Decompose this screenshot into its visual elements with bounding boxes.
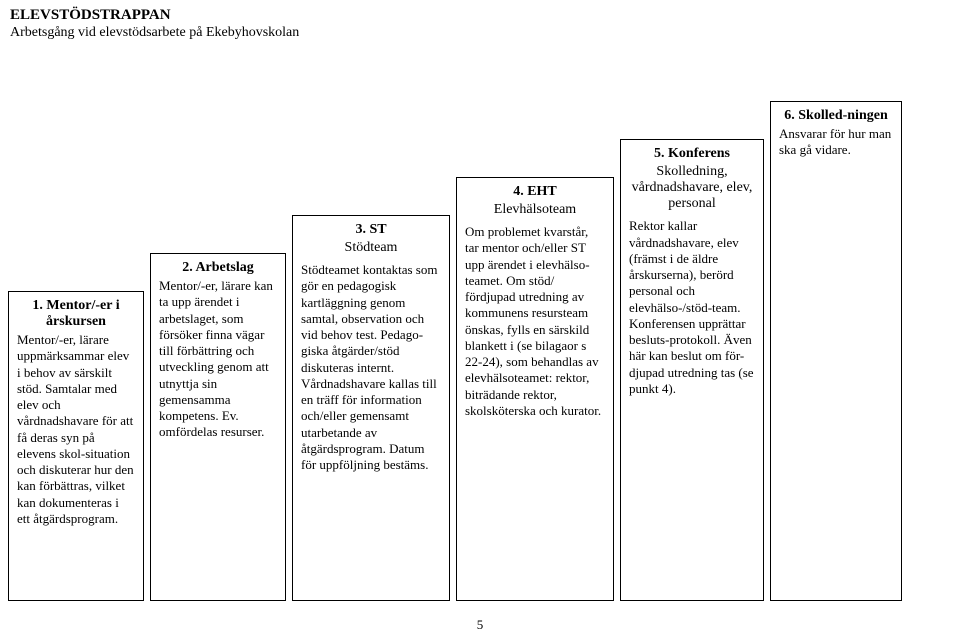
- step-box-4: 4. EHT Elevhälsoteam Om problemet kvarstår…: [456, 177, 614, 601]
- step-box-2: 2. Arbetslag Mentor/-er, lärare kan ta up…: [150, 253, 286, 601]
- page-number: 5: [477, 617, 484, 633]
- step-title: 2. Arbetslag: [159, 260, 277, 276]
- step-body: Mentor/-er, lärare kan ta upp ärendet i …: [159, 278, 277, 441]
- page-subtitle: Arbetsgång vid elevstödsarbete på Ekebyh…: [10, 24, 299, 42]
- step-title: 1. Mentor/-er i årskursen: [17, 298, 135, 330]
- step-body: Om problemet kvarstår, tar mentor och/el…: [465, 224, 605, 419]
- step-box-6: 6. Skolled-ningen Ansvarar för hur man sk…: [770, 101, 902, 601]
- step-subtitle: Skolledning, vårdnadshavare, elev, perso…: [629, 164, 755, 212]
- step-box-3: 3. ST Stödteam Stödteamet kontaktas som gö…: [292, 215, 450, 601]
- step-body: Mentor/-er, lärare uppmärksammar elev i …: [17, 332, 135, 527]
- step-title: 4. EHT: [465, 184, 605, 200]
- step-body: Rektor kallar vårdnadshavare, elev (främ…: [629, 218, 755, 397]
- step-title: 5. Konferens: [629, 146, 755, 162]
- page-header: ELEVSTÖDSTRAPPAN Arbetsgång vid elevstöd…: [10, 6, 299, 42]
- page-title: ELEVSTÖDSTRAPPAN: [10, 6, 299, 24]
- step-body: Ansvarar för hur man ska gå vidare.: [779, 126, 893, 159]
- step-body: Stödteamet kontaktas som gör en pedagogi…: [301, 262, 441, 473]
- step-subtitle: Elevhälsoteam: [465, 202, 605, 218]
- step-box-1: 1. Mentor/-er i årskursenMentor/-er, lär…: [8, 291, 144, 601]
- staircase-diagram: 1. Mentor/-er i årskursenMentor/-er, lär…: [8, 101, 902, 601]
- step-title: 6. Skolled-ningen: [779, 108, 893, 124]
- step-box-5: 5. Konferens Skolledning, vårdnadshavare,…: [620, 139, 764, 601]
- step-subtitle: Stödteam: [301, 240, 441, 256]
- step-title: 3. ST: [301, 222, 441, 238]
